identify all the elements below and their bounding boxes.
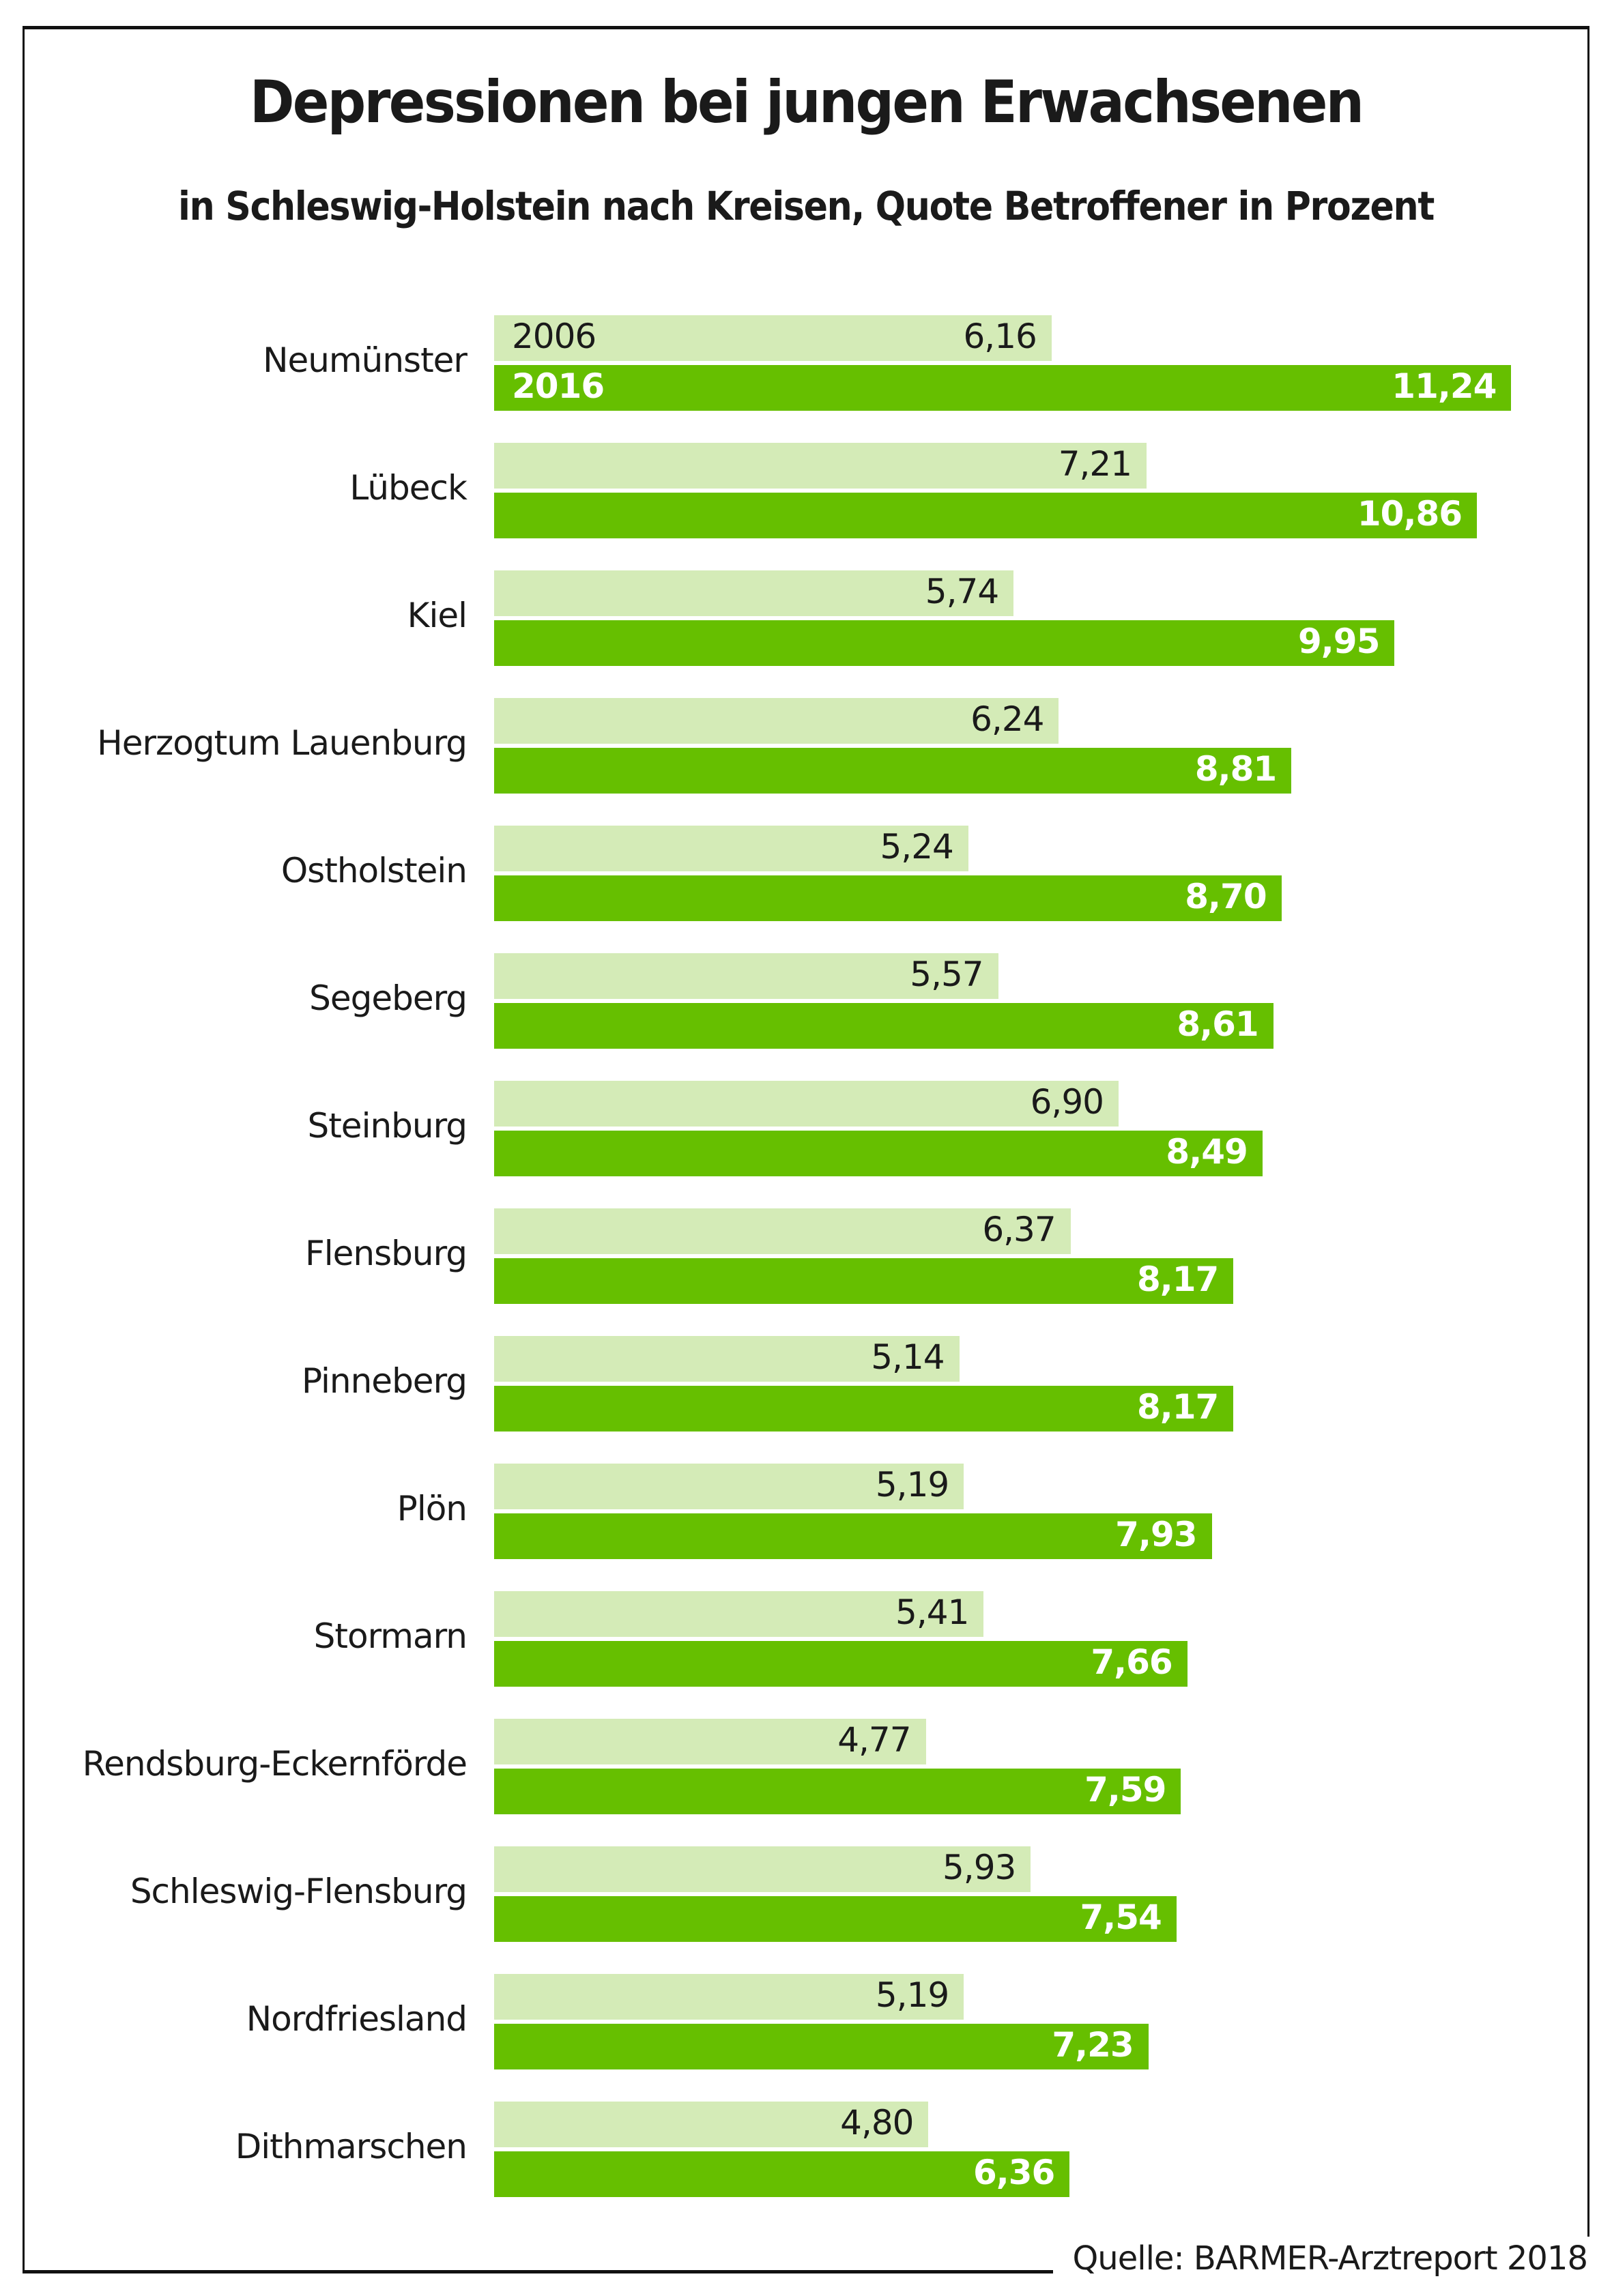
data-label-2016: 11,24 bbox=[1392, 366, 1497, 406]
bar-2006 bbox=[494, 1464, 964, 1509]
data-label-2016: 10,86 bbox=[1357, 494, 1463, 534]
bar-2016 bbox=[494, 2024, 1149, 2069]
bar-2016 bbox=[494, 1513, 1212, 1559]
bar-2006 bbox=[494, 315, 1052, 361]
bar-2016 bbox=[494, 1258, 1234, 1304]
data-label-2016: 7,23 bbox=[1052, 2025, 1134, 2065]
data-label-2016: 8,17 bbox=[1136, 1387, 1219, 1427]
bar-2006 bbox=[494, 1719, 926, 1764]
bar-2016 bbox=[494, 365, 1512, 411]
data-label-2016: 7,66 bbox=[1091, 1642, 1172, 1682]
category-label: Flensburg bbox=[305, 1234, 467, 1273]
bar-2016 bbox=[494, 620, 1395, 666]
category-label: Nordfriesland bbox=[246, 1999, 467, 2039]
data-label-2016: 7,54 bbox=[1080, 1898, 1162, 1937]
data-label-2006: 5,14 bbox=[871, 1337, 945, 1377]
category-label: Segeberg bbox=[309, 978, 467, 1018]
legend-label-2006: 2006 bbox=[512, 317, 596, 356]
data-label-2016: 6,36 bbox=[973, 2153, 1055, 2192]
data-label-2006: 4,80 bbox=[840, 2103, 914, 2142]
data-label-2006: 6,16 bbox=[963, 317, 1037, 356]
data-label-2006: 5,74 bbox=[925, 572, 999, 611]
data-label-2006: 5,19 bbox=[875, 1975, 949, 2015]
data-label-2016: 9,95 bbox=[1298, 622, 1380, 661]
category-label: Dithmarschen bbox=[235, 2127, 467, 2166]
data-label-2006: 5,93 bbox=[942, 1848, 1016, 1887]
category-label: Stormarn bbox=[313, 1616, 467, 1656]
data-label-2006: 5,57 bbox=[910, 955, 983, 994]
bar-2016 bbox=[494, 1769, 1181, 1814]
data-label-2016: 7,59 bbox=[1084, 1770, 1166, 1810]
bar-2006 bbox=[494, 826, 968, 871]
data-label-2016: 8,49 bbox=[1166, 1132, 1248, 1172]
category-label: Neumünster bbox=[263, 340, 467, 380]
frame-left-border bbox=[23, 26, 25, 2273]
category-label: Lübeck bbox=[349, 468, 467, 508]
category-label: Ostholstein bbox=[280, 851, 467, 890]
data-label-2016: 8,17 bbox=[1136, 1260, 1219, 1299]
bar-2016 bbox=[494, 1386, 1234, 1432]
bar-2006 bbox=[494, 2102, 929, 2147]
bar-2006 bbox=[494, 1974, 964, 2020]
category-label: Steinburg bbox=[307, 1106, 467, 1146]
source-note: Quelle: BARMER-Arztreport 2018 bbox=[1072, 2239, 1588, 2278]
frame-bottom-border bbox=[23, 2270, 1053, 2273]
legend-label-2016: 2016 bbox=[512, 366, 605, 406]
data-label-2006: 5,19 bbox=[875, 1465, 949, 1505]
chart-title: Depressionen bei jungen Erwachsenen bbox=[249, 68, 1364, 136]
bar-2016 bbox=[494, 1003, 1273, 1049]
bar-2006 bbox=[494, 1591, 984, 1637]
bar-2006 bbox=[494, 1336, 960, 1382]
data-label-2006: 5,24 bbox=[880, 827, 954, 867]
bar-2016 bbox=[494, 493, 1478, 538]
bar-2016 bbox=[494, 1896, 1177, 1942]
category-label: Plön bbox=[397, 1489, 467, 1528]
bar-2016 bbox=[494, 2151, 1070, 2197]
chart-subtitle: in Schleswig-Holstein nach Kreisen, Quot… bbox=[178, 183, 1435, 229]
category-label: Pinneberg bbox=[301, 1361, 467, 1401]
bar-2006 bbox=[494, 1846, 1031, 1892]
bar-2006 bbox=[494, 443, 1147, 489]
data-label-2016: 8,81 bbox=[1194, 749, 1277, 789]
category-label: Kiel bbox=[407, 596, 467, 635]
bar-2006 bbox=[494, 953, 998, 999]
bar-2006 bbox=[494, 1081, 1119, 1127]
bar-2016 bbox=[494, 1131, 1263, 1176]
data-label-2016: 8,70 bbox=[1185, 877, 1267, 916]
data-label-2016: 7,93 bbox=[1115, 1515, 1197, 1554]
data-label-2006: 7,21 bbox=[1058, 444, 1132, 484]
data-label-2006: 6,24 bbox=[970, 699, 1044, 739]
data-label-2016: 8,61 bbox=[1177, 1004, 1258, 1044]
bar-2016 bbox=[494, 1641, 1188, 1687]
category-label: Rendsburg-Eckernförde bbox=[82, 1744, 467, 1784]
data-label-2006: 5,41 bbox=[895, 1593, 969, 1632]
data-label-2006: 6,90 bbox=[1030, 1082, 1104, 1122]
bar-2006 bbox=[494, 698, 1059, 744]
bar-2016 bbox=[494, 875, 1282, 921]
data-label-2006: 6,37 bbox=[982, 1210, 1056, 1249]
bar-2016 bbox=[494, 748, 1292, 794]
bar-2006 bbox=[494, 570, 1014, 616]
category-label: Herzogtum Lauenburg bbox=[97, 723, 467, 763]
data-label-2006: 4,77 bbox=[837, 1720, 911, 1760]
frame-top-border bbox=[23, 26, 1589, 29]
frame-right-border bbox=[1587, 26, 1589, 2237]
bar-2006 bbox=[494, 1208, 1071, 1254]
category-label: Schleswig-Flensburg bbox=[130, 1872, 467, 1911]
